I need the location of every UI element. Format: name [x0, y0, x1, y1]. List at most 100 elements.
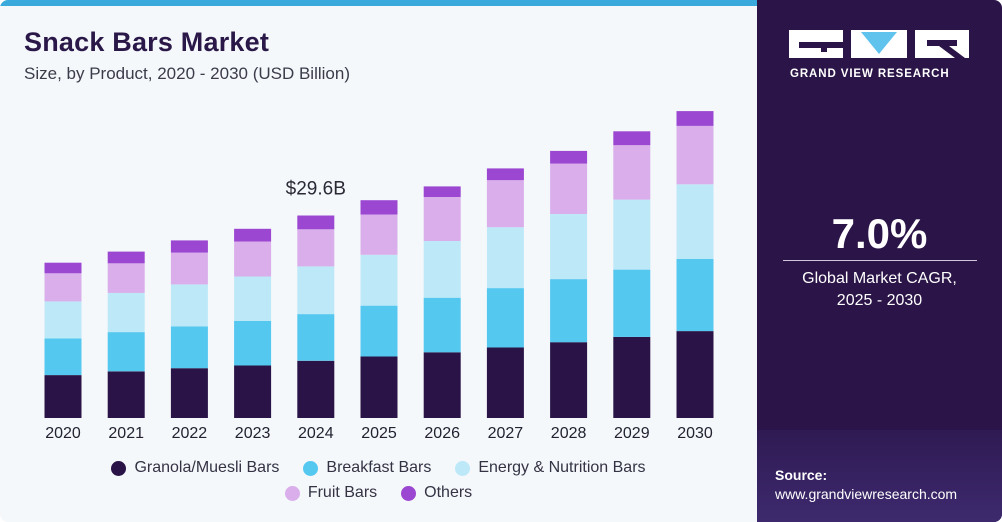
x-tick-label-2020: 2020 [45, 425, 81, 442]
bar-segment-granola-muesli-bars-2030 [676, 331, 714, 418]
bar-segment-fruit-bars-2023 [234, 241, 272, 277]
bar-segment-others-2025 [360, 200, 398, 215]
cagr-label-line2: 2025 - 2030 [836, 292, 923, 309]
bar-segment-fruit-bars-2030 [676, 126, 714, 185]
bar-segment-others-2028 [550, 150, 588, 164]
bar-segment-breakfast-bars-2026 [423, 297, 461, 353]
source-link[interactable]: www.grandviewresearch.com [775, 486, 958, 502]
cagr-label-line1: Global Market CAGR, [802, 270, 957, 287]
x-tick-label-2021: 2021 [108, 425, 144, 442]
bar-segment-others-2030 [676, 111, 714, 126]
bar-segment-energy-nutrition-bars-2025 [360, 254, 398, 306]
legend-swatch-energy [455, 460, 471, 476]
bar-segment-granola-muesli-bars-2028 [550, 342, 588, 418]
bar-segment-breakfast-bars-2023 [234, 321, 272, 366]
x-tick-label-2027: 2027 [488, 425, 524, 442]
bar-segment-fruit-bars-2029 [613, 145, 651, 200]
legend-swatch-fruit [284, 485, 300, 501]
legend-row-2: Fruit Bars Others [0, 484, 757, 502]
bar-segment-others-2020 [44, 262, 82, 274]
legend-swatch-others [401, 485, 417, 501]
source-title: Source: [775, 467, 828, 483]
bar-segment-energy-nutrition-bars-2024 [297, 266, 335, 315]
legend-label-breakfast: Breakfast Bars [326, 459, 432, 476]
legend-swatch-breakfast [303, 460, 319, 476]
bar-segment-others-2023 [234, 228, 272, 242]
bar-segment-breakfast-bars-2030 [676, 259, 714, 332]
bar-segment-breakfast-bars-2024 [297, 314, 335, 361]
legend-label-energy: Energy & Nutrition Bars [478, 459, 646, 476]
source-box: Source: www.grandviewresearch.com [757, 430, 1002, 522]
legend-item-fruit: Fruit Bars [284, 484, 378, 502]
legend-label-granola: Granola/Muesli Bars [134, 459, 280, 476]
bar-segment-others-2021 [107, 251, 145, 264]
x-tick-label-2030: 2030 [677, 425, 713, 442]
bar-segment-granola-muesli-bars-2027 [486, 347, 524, 418]
side-panel: GRAND VIEW RESEARCH 7.0% Global Market C… [757, 0, 1002, 522]
bar-segment-others-2026 [423, 186, 461, 197]
bar-segment-energy-nutrition-bars-2020 [44, 301, 82, 339]
brand-name: GRAND VIEW RESEARCH [790, 68, 950, 80]
bar-segment-others-2024 [297, 215, 335, 230]
bar-segment-granola-muesli-bars-2024 [297, 360, 335, 418]
legend-label-others: Others [424, 484, 473, 501]
bar-segment-fruit-bars-2021 [107, 263, 145, 293]
bar-segment-energy-nutrition-bars-2027 [486, 227, 524, 289]
bar-segment-granola-muesli-bars-2021 [107, 371, 145, 418]
x-tick-label-2022: 2022 [172, 425, 208, 442]
bar-segment-fruit-bars-2027 [486, 180, 524, 228]
bar-segment-breakfast-bars-2027 [486, 288, 524, 348]
legend-item-breakfast: Breakfast Bars [303, 459, 431, 477]
cagr-divider [783, 260, 977, 261]
legend-label-fruit: Fruit Bars [307, 484, 378, 501]
top-accent-bar [0, 0, 757, 6]
bar-segment-granola-muesli-bars-2029 [613, 336, 651, 418]
bar-segment-fruit-bars-2020 [44, 273, 82, 302]
bar-segment-fruit-bars-2028 [550, 163, 588, 214]
x-tick-label-2025: 2025 [361, 425, 397, 442]
bar-segment-others-2022 [170, 240, 208, 253]
bar-segment-energy-nutrition-bars-2022 [170, 284, 208, 327]
bar-segment-breakfast-bars-2029 [613, 269, 651, 337]
bar-segment-breakfast-bars-2020 [44, 338, 82, 376]
bar-segment-breakfast-bars-2021 [107, 332, 145, 372]
bar-segment-energy-nutrition-bars-2026 [423, 241, 461, 298]
x-tick-label-2029: 2029 [614, 425, 650, 442]
bar-segment-energy-nutrition-bars-2023 [234, 276, 272, 321]
bar-segment-fruit-bars-2026 [423, 197, 461, 241]
bar-segment-others-2029 [613, 131, 651, 146]
chart-title: Snack Bars Market [24, 27, 270, 57]
annotation-label-2024: $29.6B [286, 179, 346, 200]
chart-subtitle: Size, by Product, 2020 - 2030 (USD Billi… [24, 64, 350, 83]
cagr-label: Global Market CAGR, 2025 - 2030 [757, 268, 1002, 312]
bar-segment-energy-nutrition-bars-2021 [107, 292, 145, 333]
bar-segment-breakfast-bars-2025 [360, 305, 398, 357]
bar-segment-energy-nutrition-bars-2028 [550, 213, 588, 280]
bar-segment-granola-muesli-bars-2023 [234, 365, 272, 418]
bar-segment-granola-muesli-bars-2020 [44, 375, 82, 418]
x-tick-label-2023: 2023 [235, 425, 271, 442]
bar-segment-fruit-bars-2024 [297, 229, 335, 267]
cagr-value: 7.0% [831, 210, 928, 257]
x-tick-label-2028: 2028 [551, 425, 587, 442]
x-tick-label-2026: 2026 [424, 425, 460, 442]
x-tick-label-2024: 2024 [298, 425, 334, 442]
bar-segment-energy-nutrition-bars-2029 [613, 199, 651, 270]
legend-item-others: Others [401, 484, 472, 502]
bar-segment-fruit-bars-2025 [360, 214, 398, 255]
bar-segment-energy-nutrition-bars-2030 [676, 184, 714, 259]
legend-item-granola: Granola/Muesli Bars [111, 459, 279, 477]
bar-segment-granola-muesli-bars-2026 [423, 352, 461, 418]
bar-segment-breakfast-bars-2022 [170, 326, 208, 369]
bar-segment-fruit-bars-2022 [170, 252, 208, 285]
legend-item-energy: Energy & Nutrition Bars [455, 459, 646, 477]
bar-segment-others-2027 [486, 168, 524, 181]
grand-view-research-logo-icon [789, 30, 969, 58]
legend-row-1: Granola/Muesli Bars Breakfast Bars Energ… [0, 459, 757, 477]
legend-swatch-granola [111, 460, 127, 476]
bar-segment-granola-muesli-bars-2025 [360, 356, 398, 418]
bar-segment-breakfast-bars-2028 [550, 279, 588, 343]
stacked-bar-chart: 2020 2021 2022 2023 $29.6B 2024 2025 2026 2027 20… [44, 111, 714, 442]
bar-segment-granola-muesli-bars-2022 [170, 368, 208, 418]
